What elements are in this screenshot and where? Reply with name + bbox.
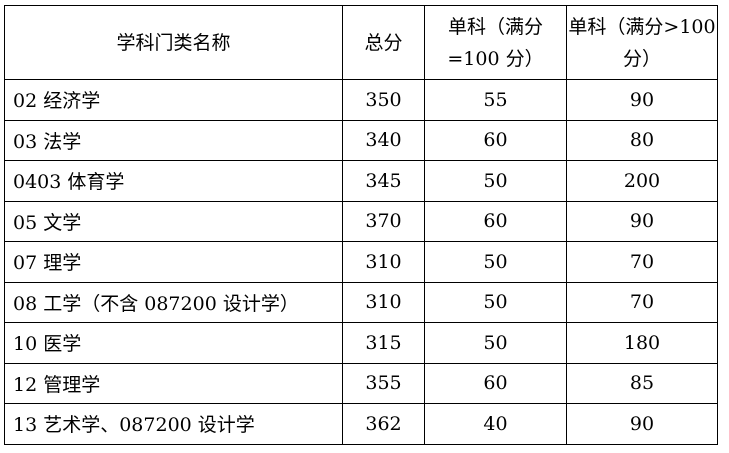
total-cell: 362 [342, 403, 425, 445]
table-row: 03 法学 340 60 80 [4, 119, 718, 161]
single-over-100-cell: 90 [566, 79, 718, 121]
discipline-cell: 02 经济学 [4, 79, 343, 121]
table-row: 07 理学 310 50 70 [4, 241, 718, 283]
discipline-cell: 07 理学 [4, 241, 343, 283]
single-over-100-cell: 80 [566, 119, 718, 161]
discipline-cell: 05 文学 [4, 200, 343, 242]
single-over-100-cell: 85 [566, 362, 718, 404]
table-row: 08 工学（不含 087200 设计学） 310 50 70 [4, 281, 718, 323]
single-over-100-cell: 70 [566, 281, 718, 323]
single-over-100-cell: 180 [566, 322, 718, 364]
single-over-100-cell: 200 [566, 160, 718, 202]
discipline-cell: 13 艺术学、087200 设计学 [4, 403, 343, 445]
single-100-cell: 50 [424, 160, 567, 202]
total-cell: 310 [342, 281, 425, 323]
discipline-cell: 08 工学（不含 087200 设计学） [4, 281, 343, 323]
single-100-cell: 50 [424, 241, 567, 283]
single-100-cell: 40 [424, 403, 567, 445]
total-cell: 355 [342, 362, 425, 404]
table-header-row: 学科门类名称 总分 单科（满分=100 分） 单科（满分>100 分） [4, 5, 718, 80]
single-100-cell: 55 [424, 79, 567, 121]
discipline-cell: 10 医学 [4, 322, 343, 364]
header-single-over-100: 单科（满分>100 分） [566, 5, 718, 80]
table-row: 10 医学 315 50 180 [4, 322, 718, 364]
total-cell: 310 [342, 241, 425, 283]
total-cell: 315 [342, 322, 425, 364]
table-row: 0403 体育学 345 50 200 [4, 160, 718, 202]
header-total: 总分 [342, 5, 425, 80]
single-100-cell: 50 [424, 281, 567, 323]
discipline-cell: 0403 体育学 [4, 160, 343, 202]
header-single-100: 单科（满分=100 分） [424, 5, 567, 80]
single-over-100-cell: 90 [566, 403, 718, 445]
single-over-100-cell: 70 [566, 241, 718, 283]
table-row: 05 文学 370 60 90 [4, 200, 718, 242]
total-cell: 345 [342, 160, 425, 202]
table-row: 13 艺术学、087200 设计学 362 40 90 [4, 403, 718, 445]
discipline-cell: 03 法学 [4, 119, 343, 161]
table-row: 02 经济学 350 55 90 [4, 79, 718, 121]
single-100-cell: 60 [424, 200, 567, 242]
total-cell: 340 [342, 119, 425, 161]
total-cell: 350 [342, 79, 425, 121]
single-100-cell: 60 [424, 119, 567, 161]
single-over-100-cell: 90 [566, 200, 718, 242]
discipline-cell: 12 管理学 [4, 362, 343, 404]
single-100-cell: 60 [424, 362, 567, 404]
single-100-cell: 50 [424, 322, 567, 364]
score-table: 学科门类名称 总分 单科（满分=100 分） 单科（满分>100 分） 02 经… [4, 5, 718, 445]
table-row: 12 管理学 355 60 85 [4, 362, 718, 404]
total-cell: 370 [342, 200, 425, 242]
header-discipline: 学科门类名称 [4, 5, 343, 80]
